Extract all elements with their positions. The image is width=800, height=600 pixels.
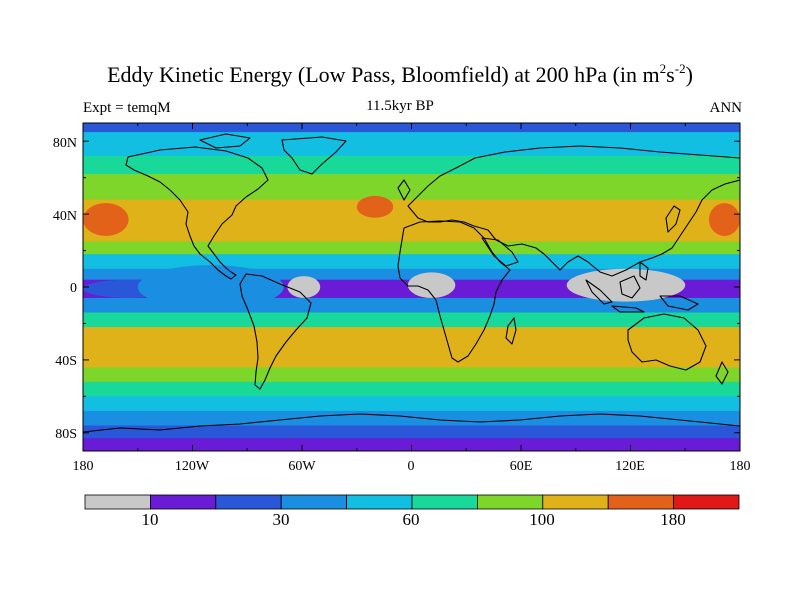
coast-madagascar	[505, 317, 517, 345]
field-feature-6	[566, 268, 686, 302]
season-label: ANN	[709, 100, 743, 116]
colorbar-swatch-3	[280, 494, 348, 510]
axis-ticks	[82, 123, 741, 451]
lon-label-120e: 120E	[615, 459, 645, 474]
zonal-band-13	[83, 381, 740, 397]
colorbar-label-100: 100	[529, 510, 555, 529]
zonal-band-15	[83, 410, 740, 427]
title-sup-1: 2	[659, 61, 667, 76]
colorbar-swatch-8	[607, 494, 675, 510]
coast-antarctica	[83, 413, 740, 433]
colorbar-swatch-7	[542, 494, 609, 510]
zonal-band-2	[83, 155, 740, 175]
map-title: Eddy Kinetic Energy (Low Pass, Bloomfiel…	[0, 62, 800, 88]
lat-label-80n: 80N	[53, 136, 77, 151]
colorbar-label-180: 180	[660, 510, 686, 529]
lon-label-180e: 180	[730, 459, 751, 474]
axis-tick-labels: 80N 40N 0 40S 80S 180 120W 60W 0 60E 120…	[53, 136, 751, 474]
lat-label-40n: 40N	[53, 209, 77, 224]
lon-label-180w: 180	[73, 459, 94, 474]
experiment-label: Expt = temqM	[83, 100, 171, 116]
colorbar-swatch-6	[476, 494, 544, 510]
colorbar-swatch-5	[411, 494, 478, 510]
coast-sumatra	[585, 279, 613, 305]
title-mid: s	[666, 62, 675, 87]
coast-greenland	[281, 136, 347, 175]
coastlines	[83, 133, 740, 433]
lat-label-40s: 40S	[55, 354, 77, 369]
coast-north-america	[125, 146, 269, 280]
colorbar-swatch-2	[215, 494, 282, 510]
colorbar	[84, 494, 740, 510]
coast-borneo	[619, 275, 641, 299]
lon-label-120w: 120W	[175, 459, 210, 474]
zonal-band-16	[83, 425, 740, 439]
lon-label-60e: 60E	[510, 459, 533, 474]
colorbar-swatch-1	[149, 494, 217, 510]
lat-label-80s: 80S	[55, 427, 77, 442]
zonal-band-1	[83, 132, 740, 157]
field-feature-1	[708, 203, 740, 236]
zonal-band-7	[83, 268, 740, 281]
coast-eurasia	[407, 145, 740, 277]
title-end: )	[685, 62, 693, 87]
coast-uk	[397, 179, 411, 201]
colorbar-label-60: 60	[403, 510, 420, 529]
title-main: Eddy Kinetic Energy (Low Pass, Bloomfiel…	[107, 62, 660, 87]
coast-africa	[397, 220, 511, 363]
field-feature-4	[287, 276, 321, 298]
zonal-band-5	[83, 241, 740, 255]
coast-arctic-islands	[199, 133, 251, 149]
field-feature-0	[83, 203, 129, 236]
ekE-field	[83, 123, 740, 451]
colorbar-swatch-9	[673, 494, 740, 510]
lon-label-60w: 60W	[288, 459, 316, 474]
coast-philippines	[639, 261, 649, 281]
coast-new-guinea	[659, 295, 699, 311]
colorbar-labels: 10 30 60 100 180	[142, 510, 686, 529]
coast-south-america	[239, 273, 312, 390]
title-sup-2: -2	[674, 61, 686, 76]
coast-java	[611, 305, 645, 313]
zonal-band-17	[83, 438, 740, 451]
coast-new-zealand	[715, 361, 729, 385]
field-feature-5	[407, 272, 456, 298]
lat-label-eq: 0	[70, 281, 77, 296]
field-feature-2	[356, 195, 394, 218]
colorbar-swatch-0	[84, 494, 151, 510]
lon-label-0: 0	[408, 459, 415, 474]
period-label: 11.5kyr BP	[366, 98, 434, 114]
zonal-band-10	[83, 312, 740, 328]
field-feature-7	[137, 265, 284, 309]
coast-australia	[627, 313, 707, 371]
colorbar-label-10: 10	[142, 510, 159, 529]
zonal-band-3	[83, 174, 740, 201]
coast-japan	[665, 205, 681, 233]
zonal-band-12	[83, 367, 740, 383]
zonal-band-14	[83, 396, 740, 412]
coast-arabia	[481, 237, 519, 267]
zonal-band-4	[83, 199, 740, 243]
zonal-band-6	[83, 254, 740, 270]
colorbar-label-30: 30	[273, 510, 290, 529]
colorbar-swatch-4	[346, 494, 413, 510]
